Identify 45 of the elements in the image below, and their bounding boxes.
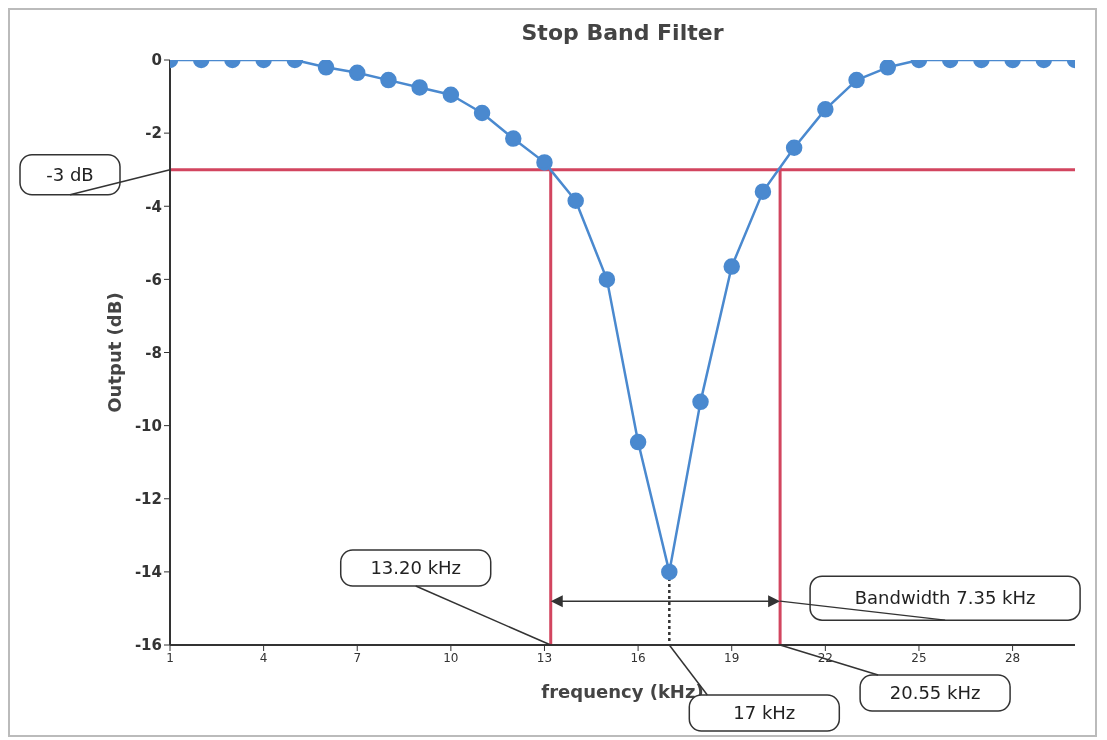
point — [879, 60, 897, 76]
point — [692, 393, 709, 411]
x-tick-label: 13 — [536, 650, 553, 665]
ref-line-label: 17 kHz — [733, 702, 796, 723]
point — [505, 130, 522, 147]
y-axis-title: Output (dB) — [104, 292, 126, 413]
y-tick-label: -4 — [145, 197, 162, 216]
point — [536, 154, 553, 171]
x-tick-label: 1 — [166, 650, 174, 665]
point — [442, 86, 460, 103]
y-tick-label: -10 — [134, 416, 162, 435]
y-tick-label: -8 — [145, 343, 162, 362]
x-tick-label: 10 — [443, 650, 459, 665]
y-tick-label: 0 — [151, 51, 162, 70]
ref-line-label: 13.20 kHz — [370, 557, 462, 578]
point — [754, 183, 772, 200]
point — [817, 101, 834, 118]
y-tick-label: -12 — [134, 490, 162, 509]
point — [723, 258, 740, 275]
y-tick-label: -14 — [134, 563, 162, 582]
x-axis-title: frequency (kHz) — [541, 680, 704, 702]
point — [785, 139, 803, 156]
point — [598, 271, 616, 288]
point — [411, 79, 428, 96]
x-tick-label: 7 — [353, 650, 362, 665]
ref-line-label: -3 dB — [46, 163, 94, 185]
point — [317, 60, 335, 76]
y-tick-label: -2 — [145, 124, 162, 143]
point — [629, 433, 647, 451]
y-tick-label: -6 — [145, 270, 162, 289]
point — [567, 192, 584, 210]
y-tick-label: -16 — [134, 636, 162, 655]
x-tick-label: 19 — [724, 650, 740, 665]
x-tick-label: 25 — [911, 650, 927, 665]
point — [848, 71, 865, 89]
x-tick-label: 4 — [259, 650, 268, 665]
point — [473, 104, 491, 122]
point — [348, 64, 366, 82]
x-tick-label: 28 — [1004, 650, 1021, 665]
chart-title: Stop Band Filter — [521, 20, 724, 45]
point — [661, 563, 678, 581]
x-tick-label: 16 — [630, 650, 646, 665]
annotation: Bandwidth 7.35 kHz — [854, 587, 1036, 609]
ref-line-label: 20.55 kHz — [889, 682, 981, 703]
point — [380, 71, 397, 89]
